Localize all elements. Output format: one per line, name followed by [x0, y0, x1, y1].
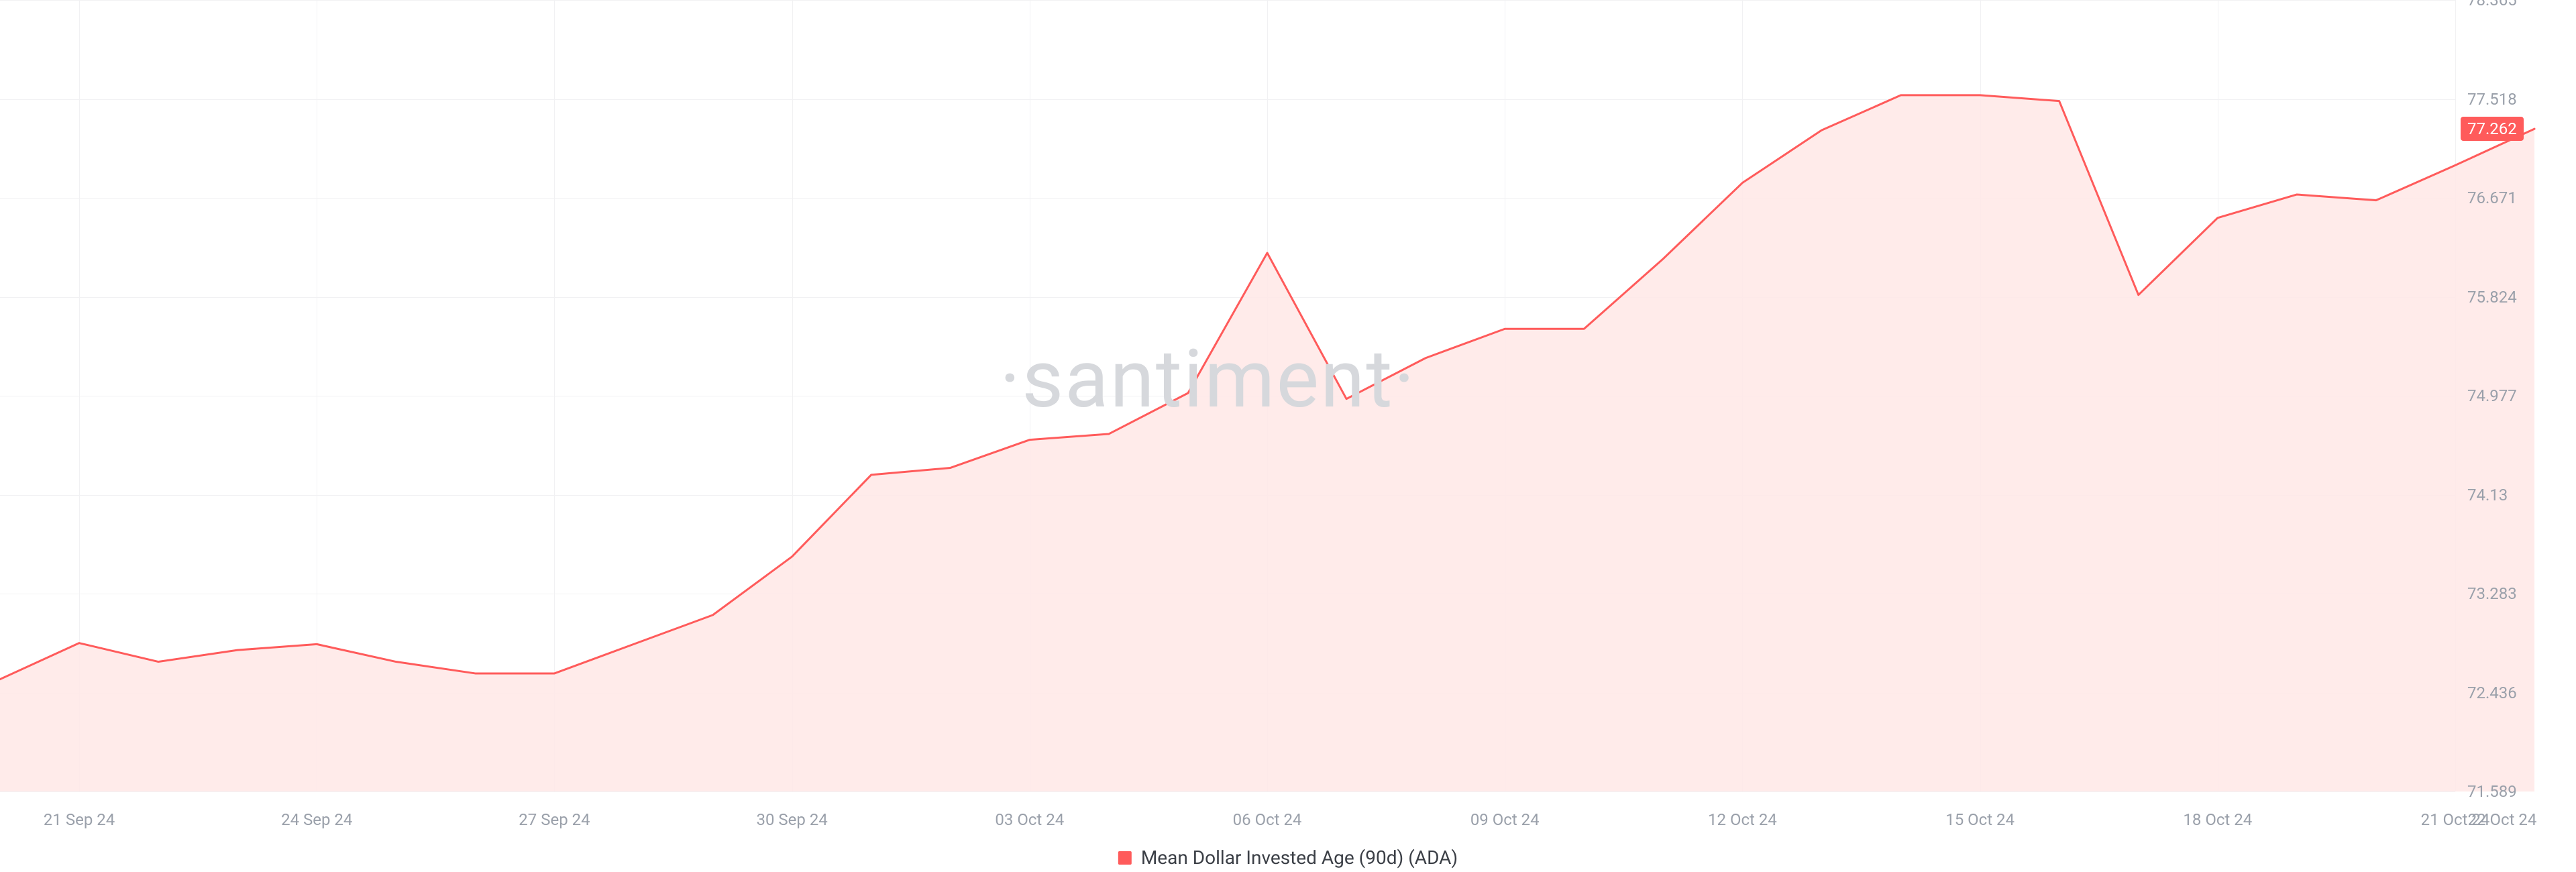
y-axis-tick-label: 71.589: [2467, 782, 2517, 801]
x-axis-tick-label: 06 Oct 24: [1233, 810, 1302, 829]
plot-area[interactable]: [0, 0, 2455, 792]
current-value-badge: 77.262: [2461, 117, 2524, 141]
x-axis-tick-label: 21 Sep 24: [44, 810, 115, 829]
y-axis-tick-label: 77.518: [2467, 90, 2517, 109]
x-axis-tick-label: 12 Oct 24: [1708, 810, 1777, 829]
y-axis-tick-label: 75.824: [2467, 288, 2517, 307]
x-axis-tick-label: 22 Oct 24: [2468, 810, 2537, 829]
series-area: [0, 95, 2534, 792]
y-axis-tick-label: 76.671: [2467, 188, 2517, 207]
x-axis-tick-label: 24 Sep 24: [281, 810, 352, 829]
x-axis-tick-label: 15 Oct 24: [1945, 810, 2015, 829]
chart-container: ·santiment· Mean Dollar Invested Age (90…: [0, 0, 2576, 872]
x-axis-tick-label: 27 Sep 24: [519, 810, 590, 829]
series-svg: [0, 0, 2455, 792]
x-axis-tick-label: 18 Oct 24: [2183, 810, 2252, 829]
y-axis-tick-label: 72.436: [2467, 684, 2517, 702]
y-axis-tick-label: 78.365: [2467, 0, 2517, 9]
y-axis-tick-label: 74.13: [2467, 486, 2508, 504]
legend-swatch: [1118, 851, 1132, 865]
y-axis-tick-label: 74.977: [2467, 386, 2517, 405]
x-axis-tick-label: 30 Sep 24: [756, 810, 827, 829]
x-axis-tick-label: 09 Oct 24: [1470, 810, 1540, 829]
y-axis-tick-label: 73.283: [2467, 584, 2517, 603]
x-axis-tick-label: 03 Oct 24: [995, 810, 1064, 829]
legend-label: Mean Dollar Invested Age (90d) (ADA): [1141, 847, 1458, 869]
chart-legend: Mean Dollar Invested Age (90d) (ADA): [1118, 847, 1458, 869]
